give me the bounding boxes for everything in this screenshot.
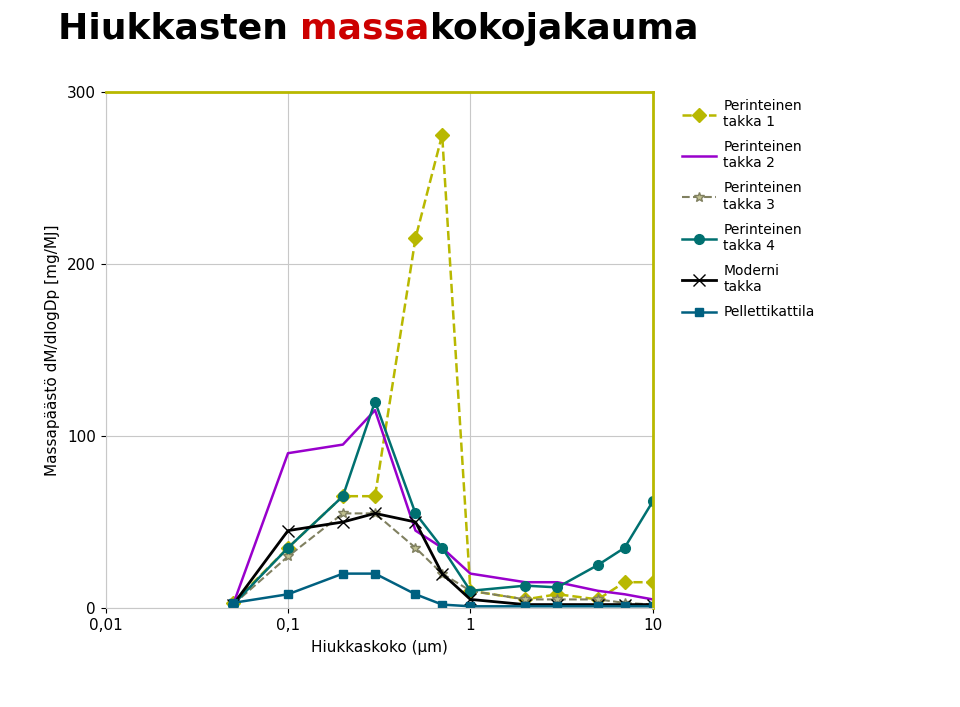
- Perinteinen
takka 2: [552, 578, 564, 587]
- Pellettikattila: [228, 599, 239, 607]
- Perinteinen
takka 2: [519, 578, 531, 587]
- Perinteinen
takka 4: [592, 561, 604, 569]
- Pellettikattila: [519, 602, 531, 611]
- Pellettikattila: [437, 600, 448, 609]
- Perinteinen
takka 2: [337, 440, 348, 449]
- Perinteinen
takka 3: [282, 552, 294, 561]
- Perinteinen
takka 4: [519, 581, 531, 590]
- Moderni
takka: [282, 526, 294, 534]
- Perinteinen
takka 3: [592, 595, 604, 604]
- Perinteinen
takka 3: [552, 595, 564, 604]
- Perinteinen
takka 2: [465, 569, 476, 578]
- Perinteinen
takka 3: [519, 595, 531, 604]
- Line: Perinteinen
takka 3: Perinteinen takka 3: [228, 508, 658, 609]
- Moderni
takka: [647, 600, 659, 609]
- Perinteinen
takka 2: [437, 544, 448, 552]
- Line: Perinteinen
takka 1: Perinteinen takka 1: [228, 130, 658, 608]
- Perinteinen
takka 4: [619, 544, 631, 552]
- Pellettikattila: [619, 602, 631, 611]
- Perinteinen
takka 3: [337, 509, 348, 518]
- Text: Hiukkasten: Hiukkasten: [58, 12, 300, 46]
- Perinteinen
takka 1: [228, 599, 239, 607]
- Perinteinen
takka 4: [282, 544, 294, 552]
- Perinteinen
takka 4: [552, 583, 564, 592]
- Moderni
takka: [619, 600, 631, 609]
- Moderni
takka: [437, 569, 448, 578]
- Pellettikattila: [282, 590, 294, 599]
- Perinteinen
takka 3: [370, 509, 381, 518]
- Pellettikattila: [337, 569, 348, 578]
- Perinteinen
takka 1: [519, 595, 531, 604]
- Legend: Perinteinen
takka 1, Perinteinen
takka 2, Perinteinen
takka 3, Perinteinen
takka: Perinteinen takka 1, Perinteinen takka 2…: [682, 99, 815, 320]
- Perinteinen
takka 4: [370, 397, 381, 406]
- Pellettikattila: [647, 602, 659, 611]
- Perinteinen
takka 1: [410, 234, 421, 243]
- Moderni
takka: [410, 518, 421, 526]
- Perinteinen
takka 1: [465, 587, 476, 595]
- Perinteinen
takka 1: [370, 492, 381, 501]
- Perinteinen
takka 3: [228, 600, 239, 609]
- Pellettikattila: [370, 569, 381, 578]
- Perinteinen
takka 2: [619, 590, 631, 599]
- Perinteinen
takka 1: [552, 590, 564, 599]
- Pellettikattila: [552, 602, 564, 611]
- Perinteinen
takka 4: [465, 587, 476, 595]
- Moderni
takka: [592, 600, 604, 609]
- Perinteinen
takka 4: [647, 497, 659, 506]
- Perinteinen
takka 1: [647, 578, 659, 587]
- Text: ITÄ-SUOMEN YLIOPISTO 2010: ITÄ-SUOMEN YLIOPISTO 2010: [29, 676, 211, 686]
- Y-axis label: Massapäästö dM/dlogDp [mg/MJ]: Massapäästö dM/dlogDp [mg/MJ]: [45, 224, 60, 476]
- Perinteinen
takka 3: [647, 600, 659, 609]
- Perinteinen
takka 3: [410, 544, 421, 552]
- Perinteinen
takka 2: [647, 595, 659, 604]
- Text: massa: massa: [300, 12, 430, 46]
- Pellettikattila: [410, 590, 421, 599]
- Perinteinen
takka 2: [228, 600, 239, 609]
- Perinteinen
takka 1: [282, 544, 294, 552]
- Perinteinen
takka 4: [437, 544, 448, 552]
- Moderni
takka: [465, 595, 476, 604]
- Pellettikattila: [465, 602, 476, 611]
- Text: 22.2.2010   12: 22.2.2010 12: [842, 676, 931, 686]
- Perinteinen
takka 3: [465, 587, 476, 595]
- Perinteinen
takka 3: [437, 569, 448, 578]
- Line: Pellettikattila: Pellettikattila: [228, 569, 657, 610]
- Text: PIENHIUKKAS- JA AEROSOLITEKNIIKAN LABORATORIO: PIENHIUKKAS- JA AEROSOLITEKNIIKAN LABORA…: [314, 676, 646, 686]
- Text: kokojakauma: kokojakauma: [430, 12, 698, 46]
- Perinteinen
takka 1: [337, 492, 348, 501]
- Line: Perinteinen
takka 4: Perinteinen takka 4: [228, 397, 658, 609]
- Perinteinen
takka 1: [437, 131, 448, 139]
- Perinteinen
takka 3: [619, 599, 631, 607]
- Perinteinen
takka 2: [370, 406, 381, 414]
- Perinteinen
takka 4: [337, 492, 348, 501]
- Moderni
takka: [228, 600, 239, 609]
- Moderni
takka: [370, 509, 381, 518]
- Moderni
takka: [552, 600, 564, 609]
- Perinteinen
takka 2: [410, 526, 421, 534]
- Perinteinen
takka 4: [228, 600, 239, 609]
- Perinteinen
takka 2: [592, 587, 604, 595]
- Pellettikattila: [592, 602, 604, 611]
- Moderni
takka: [337, 518, 348, 526]
- Perinteinen
takka 4: [410, 509, 421, 518]
- Perinteinen
takka 1: [592, 595, 604, 604]
- Perinteinen
takka 2: [282, 449, 294, 457]
- Line: Perinteinen
takka 2: Perinteinen takka 2: [233, 410, 653, 604]
- Perinteinen
takka 1: [619, 578, 631, 587]
- Line: Moderni
takka: Moderni takka: [227, 507, 660, 611]
- Moderni
takka: [519, 600, 531, 609]
- X-axis label: Hiukkaskoko (μm): Hiukkaskoko (μm): [311, 640, 447, 655]
